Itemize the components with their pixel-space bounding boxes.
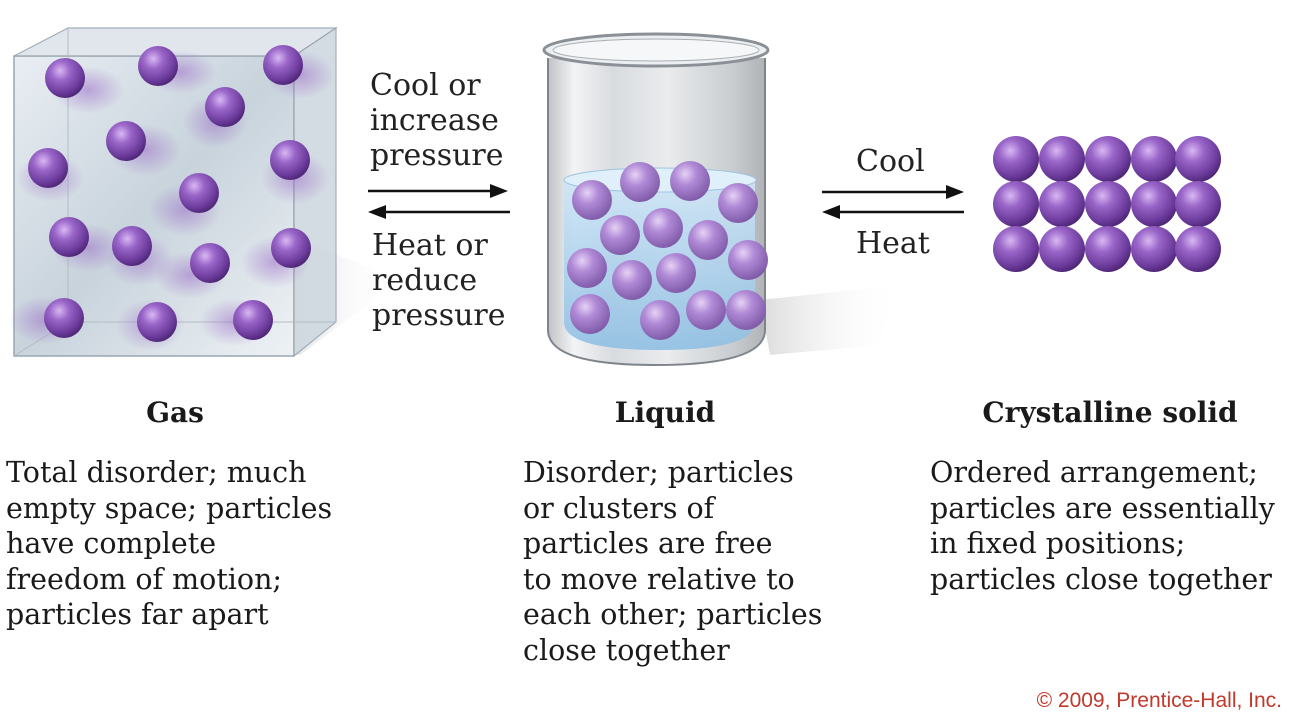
liquid-description: Disorder; particles or clusters of parti… bbox=[523, 456, 823, 667]
liquid-particles bbox=[567, 161, 768, 340]
phase-diagram-illustration bbox=[9, 26, 1221, 367]
gas-liquid-forward-label: Cool or increase pressure bbox=[370, 68, 504, 173]
copyright-notice: © 2009, Prentice-Hall, Inc. bbox=[1036, 689, 1282, 712]
liquid-title: Liquid bbox=[614, 396, 716, 429]
liquid-solid-arrows bbox=[822, 185, 964, 219]
gas-particles bbox=[9, 45, 334, 351]
gas-title: Gas bbox=[146, 396, 204, 429]
solid-particles bbox=[993, 136, 1221, 272]
liquid-solid-reverse-label: Heat bbox=[856, 226, 930, 261]
crystalline-solid-title: Crystalline solid bbox=[982, 396, 1238, 429]
gas-liquid-arrows bbox=[368, 184, 510, 219]
gas-description: Total disorder; much empty space; partic… bbox=[6, 456, 333, 631]
gas-liquid-reverse-label: Heat or reduce pressure bbox=[372, 228, 506, 333]
crystalline-solid-description: Ordered arrangement; particles are essen… bbox=[930, 456, 1275, 596]
liquid-solid-forward-label: Cool bbox=[856, 144, 925, 179]
